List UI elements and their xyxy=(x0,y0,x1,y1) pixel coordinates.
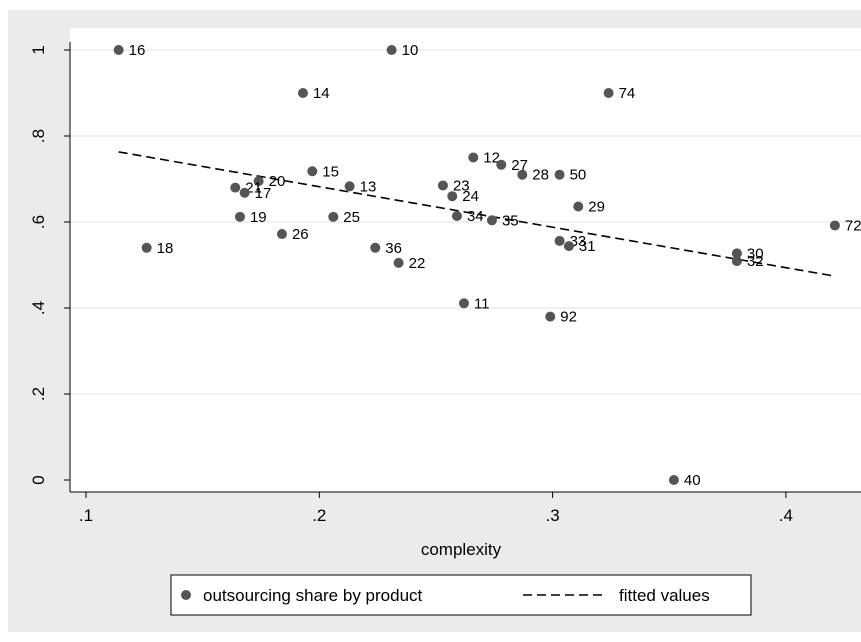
data-point-14 xyxy=(297,88,308,98)
data-point-25 xyxy=(328,211,339,222)
data-point-label-19: 19 xyxy=(250,209,267,226)
data-point-label-26: 26 xyxy=(292,226,309,243)
data-point-label-15: 15 xyxy=(322,163,339,180)
y-tick-label-4: .8 xyxy=(29,129,48,143)
data-point-label-25: 25 xyxy=(343,209,360,226)
y-tick-label-5: 1 xyxy=(29,45,48,54)
grid-lines xyxy=(70,49,861,395)
x-axis-title: complexity xyxy=(421,540,502,559)
data-point-13 xyxy=(344,181,355,192)
legend-label-fit: fitted values xyxy=(619,586,710,605)
data-point-label-20: 20 xyxy=(269,173,286,190)
data-point-31 xyxy=(563,241,574,252)
data-point-27 xyxy=(496,159,507,170)
data-point-92 xyxy=(545,311,556,322)
data-point-label-24: 24 xyxy=(462,188,479,205)
data-point-11 xyxy=(458,298,469,309)
data-point-22 xyxy=(393,257,404,268)
x-tick-label-3: .4 xyxy=(779,506,793,525)
data-point-label-34: 34 xyxy=(467,208,484,225)
data-point-label-13: 13 xyxy=(360,178,377,195)
legend: outsourcing share by product fitted valu… xyxy=(170,574,752,616)
data-point-19 xyxy=(234,211,245,222)
data-point-label-29: 29 xyxy=(588,199,605,216)
data-point-36 xyxy=(370,242,381,253)
data-point-label-17: 17 xyxy=(255,185,272,202)
y-tick-label-3: .6 xyxy=(29,215,48,229)
data-point-10 xyxy=(386,45,397,55)
data-point-26 xyxy=(276,229,287,240)
data-point-label-74: 74 xyxy=(619,85,636,102)
data-point-74 xyxy=(603,88,614,98)
data-point-label-23: 23 xyxy=(453,177,470,194)
data-point-label-12: 12 xyxy=(483,150,500,167)
data-point-33 xyxy=(554,235,565,246)
data-point-label-18: 18 xyxy=(157,240,174,257)
data-point-label-50: 50 xyxy=(570,167,587,184)
data-point-20 xyxy=(253,176,264,187)
legend-marker-icon xyxy=(181,590,191,600)
data-point-label-30: 30 xyxy=(747,245,764,262)
data-point-34 xyxy=(451,210,462,221)
y-tick-label-0: 0 xyxy=(29,475,48,484)
fitted-line xyxy=(118,151,836,277)
y-tick-label-2: .4 xyxy=(29,301,48,315)
data-point-label-11: 11 xyxy=(474,295,490,312)
fitted-line-layer xyxy=(118,151,836,277)
data-point-24 xyxy=(447,191,458,202)
data-point-label-10: 10 xyxy=(402,42,419,59)
data-point-label-31: 31 xyxy=(579,238,596,255)
legend-label-points: outsourcing share by product xyxy=(203,586,423,605)
x-tick-label-2: .3 xyxy=(546,506,560,525)
data-point-35 xyxy=(486,215,497,226)
data-point-23 xyxy=(437,180,448,191)
data-point-label-40: 40 xyxy=(684,472,701,489)
y-tick-label-1: .2 xyxy=(29,387,48,401)
axes: 0 .2 .4 .6 .8 1 .1 .2 .3 .4 xyxy=(29,42,861,525)
data-point-label-22: 22 xyxy=(409,255,426,272)
data-point-40 xyxy=(668,475,679,485)
data-point-30 xyxy=(731,248,742,259)
data-point-28 xyxy=(517,169,528,180)
data-point-18 xyxy=(141,242,152,253)
data-point-label-28: 28 xyxy=(532,167,549,184)
data-point-label-16: 16 xyxy=(129,42,146,59)
x-tick-label-0: .1 xyxy=(79,506,93,525)
data-point-label-32: 32 xyxy=(747,253,764,270)
data-point-21 xyxy=(230,182,241,193)
data-point-label-36: 36 xyxy=(385,240,402,257)
data-point-17 xyxy=(239,187,250,198)
x-tick-label-1: .2 xyxy=(312,506,326,525)
data-point-label-35: 35 xyxy=(502,212,519,229)
data-point-32 xyxy=(731,256,742,267)
data-point-50 xyxy=(554,169,565,180)
data-point-15 xyxy=(307,166,318,177)
legend-box xyxy=(170,574,752,616)
plot-area xyxy=(70,28,861,492)
data-point-29 xyxy=(573,201,584,212)
data-point-16 xyxy=(113,45,124,55)
data-point-label-92: 92 xyxy=(560,309,577,326)
data-point-label-14: 14 xyxy=(313,85,330,102)
data-point-label-27: 27 xyxy=(511,157,528,174)
data-point-label-72: 72 xyxy=(845,217,861,234)
data-point-72 xyxy=(829,220,840,231)
data-point-12 xyxy=(468,152,479,163)
